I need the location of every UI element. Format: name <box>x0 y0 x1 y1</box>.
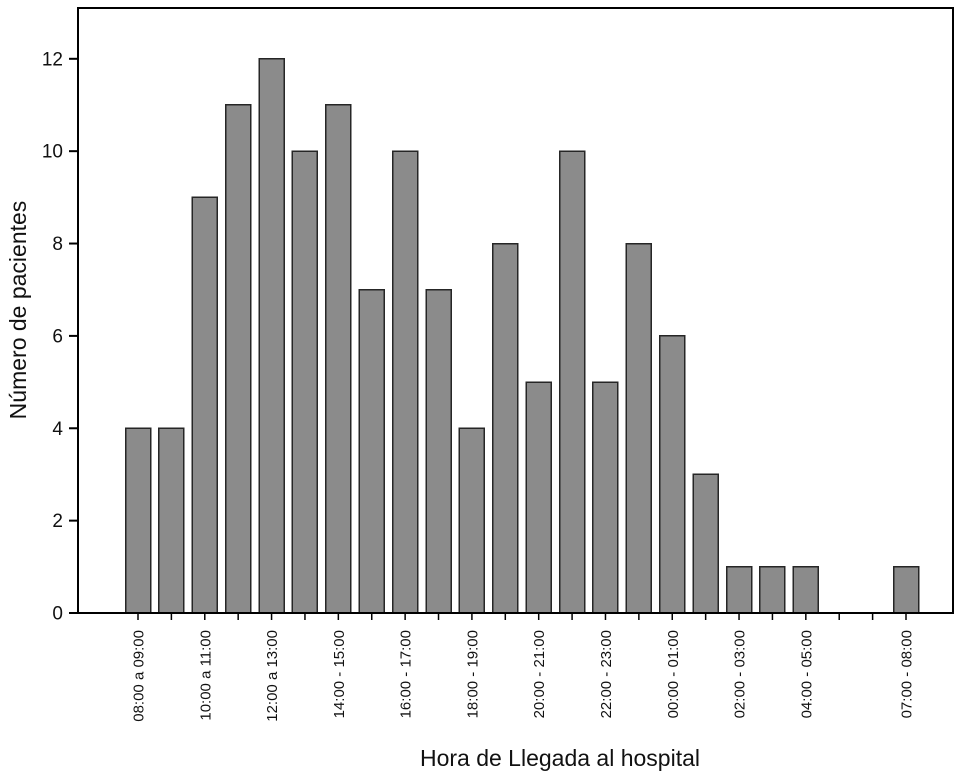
x-tick-label-07-00-08-00: 07:00 - 08:00 <box>899 630 916 718</box>
bars-group <box>124 58 920 614</box>
x-tick-label-10-00-a-11-00: 10:00 a 11:00 <box>197 630 214 721</box>
bar-12-00-a-13-00 <box>258 58 285 614</box>
bar-17-00-18-00 <box>425 288 452 614</box>
x-tick-label-22-00-23-00: 22:00 - 23:00 <box>598 630 615 718</box>
bar-14-00-15-00 <box>325 104 352 614</box>
bar-09-00-a-10-00 <box>158 427 185 614</box>
x-tick-label-00-00-01-00: 00:00 - 01:00 <box>665 630 682 718</box>
bar-02-00-03-00 <box>725 566 753 614</box>
y-tick-label-12: 12 <box>42 49 63 70</box>
bar-04-00-05-00 <box>792 566 820 614</box>
bar-10-00-a-11-00 <box>191 196 219 614</box>
bar-21-00-22-00 <box>558 150 586 614</box>
y-tick-label-6: 6 <box>52 326 63 347</box>
x-axis-title: Hora de Llegada al hospital <box>420 745 700 771</box>
plot-frame <box>77 7 954 614</box>
x-tick-label-08-00-a-09-00: 08:00 a 09:00 <box>131 630 148 722</box>
bar-03-00-04-00 <box>759 566 786 614</box>
bar-07-00-08-00 <box>892 566 920 614</box>
bar-08-00-a-09-00 <box>124 427 152 614</box>
bar-22-00-23-00 <box>592 381 619 614</box>
y-tick-label-4: 4 <box>52 419 63 440</box>
x-tick-label-18-00-19-00: 18:00 - 19:00 <box>464 630 481 718</box>
x-tick-label-04-00-05-00: 04:00 - 05:00 <box>798 630 815 718</box>
axes-group: 0 2 4 6 8 10 12 08:00 a 09:00 10:00 a 11:00 12:00… <box>42 7 954 722</box>
x-tick-label-14-00-15-00: 14:00 - 15:00 <box>331 630 348 718</box>
bar-23-00-00-00 <box>625 242 653 614</box>
y-tick-label-2: 2 <box>52 511 63 532</box>
y-tick-label-0: 0 <box>52 604 63 625</box>
bar-16-00-17-00 <box>391 150 419 614</box>
x-tick-label-12-00-a-13-00: 12:00 a 13:00 <box>264 630 281 722</box>
x-tick-label-20-00-21-00: 20:00 - 21:00 <box>531 630 548 718</box>
y-tick-label-8: 8 <box>52 234 63 255</box>
bar-13-00-14-00 <box>291 150 319 614</box>
y-tick-label-10: 10 <box>42 142 63 163</box>
bar-11-00-a-12-00 <box>224 104 252 614</box>
bar-00-00-01-00 <box>659 335 686 614</box>
bar-18-00-19-00 <box>458 427 486 614</box>
bar-19-00-20-00 <box>492 242 519 614</box>
bar-20-00-21-00 <box>525 381 552 614</box>
x-tick-label-16-00-17-00: 16:00 - 17:00 <box>398 630 415 718</box>
bar-01-00-02-00 <box>692 473 719 614</box>
y-axis-title: Número de pacientes <box>5 201 31 420</box>
x-tick-label-02-00-03-00: 02:00 - 03:00 <box>732 630 749 718</box>
bar-15-00-16-00 <box>358 288 385 614</box>
